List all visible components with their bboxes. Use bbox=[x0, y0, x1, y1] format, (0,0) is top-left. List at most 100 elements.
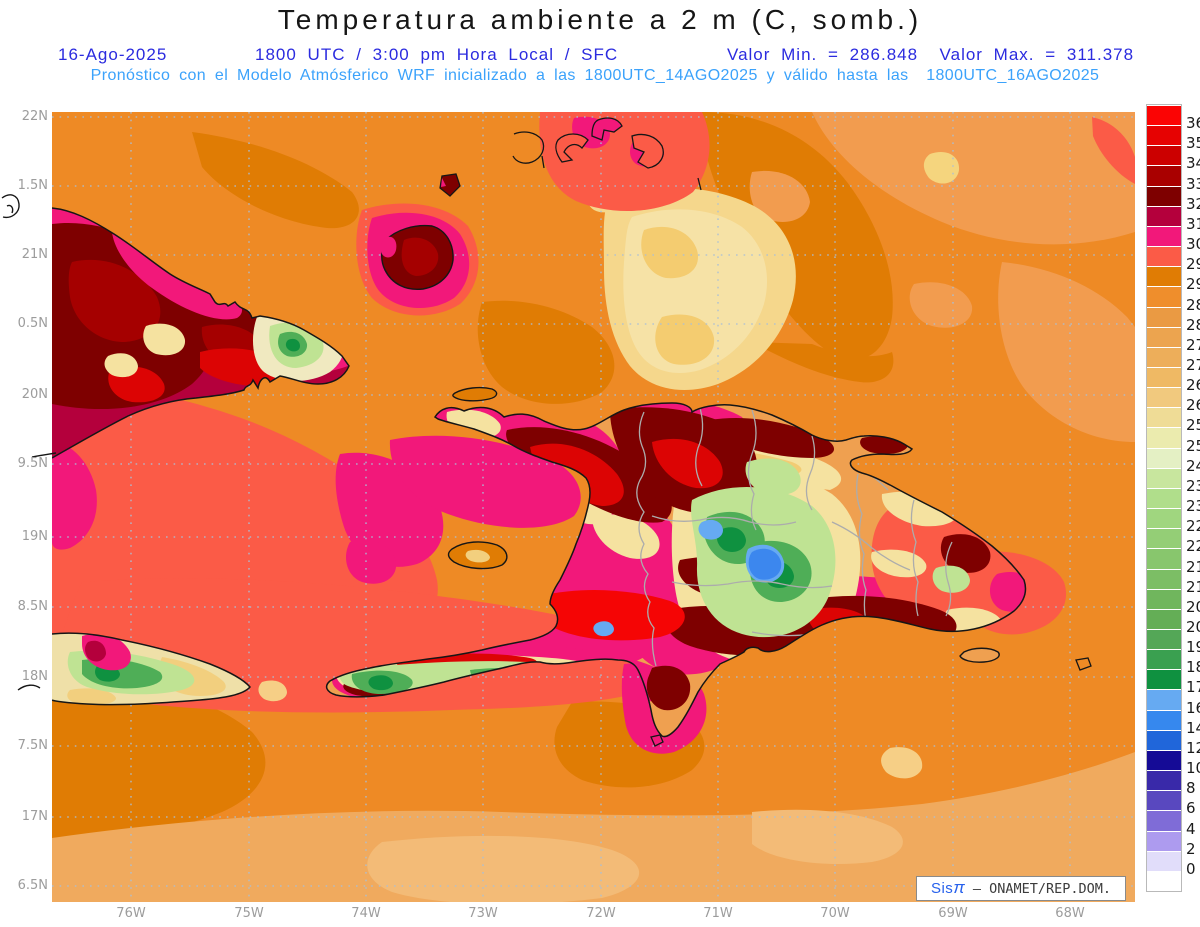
colorbar-cell bbox=[1147, 185, 1181, 206]
lat-axis-label: 9.5N bbox=[17, 456, 48, 471]
colorbar-label: 32 bbox=[1186, 194, 1200, 213]
colorbar-cell bbox=[1147, 770, 1181, 791]
lon-axis-label: 73W bbox=[468, 906, 498, 921]
colorbar-label: 28.5 bbox=[1186, 295, 1200, 314]
colorbar-label: 29 bbox=[1186, 275, 1200, 294]
colorbar-cell bbox=[1147, 165, 1181, 186]
colorbar-cell bbox=[1147, 608, 1181, 629]
colorbar-cell bbox=[1147, 105, 1181, 126]
colorbar-label: 23.5 bbox=[1186, 476, 1200, 495]
colorbar-cell bbox=[1147, 729, 1181, 750]
colorbar-cell bbox=[1147, 508, 1181, 529]
colorbar-cell bbox=[1147, 286, 1181, 307]
colorbar-label: 26.5 bbox=[1186, 376, 1200, 395]
colorbar-label: 20.5 bbox=[1186, 597, 1200, 616]
watermark-agency: – ONAMET/REP.DOM. bbox=[964, 881, 1112, 897]
colorbar-label: 23 bbox=[1186, 497, 1200, 516]
colorbar bbox=[1146, 104, 1182, 892]
colorbar-cell bbox=[1147, 125, 1181, 146]
beata-island bbox=[650, 734, 664, 747]
colorbar-cell bbox=[1147, 689, 1181, 710]
colorbar-label: 25.5 bbox=[1186, 416, 1200, 435]
colorbar-cell bbox=[1147, 407, 1181, 428]
colorbar-label: 30.7 bbox=[1186, 235, 1200, 254]
colorbar-label: 21 bbox=[1186, 577, 1200, 596]
colorbar-label: 18 bbox=[1186, 658, 1200, 677]
lat-axis-label: 18N bbox=[21, 669, 48, 684]
colorbar-cell bbox=[1147, 487, 1181, 509]
colorbar-cell bbox=[1147, 246, 1181, 267]
colorbar-label: 6 bbox=[1186, 799, 1196, 818]
forecast-time: 1800 UTC / 3:00 pm Hora Local / SFC bbox=[255, 45, 619, 64]
colorbar-cell bbox=[1147, 870, 1181, 891]
colorbar-cell bbox=[1147, 830, 1181, 851]
colorbar-label: 25 bbox=[1186, 436, 1200, 455]
colorbar-cell bbox=[1147, 588, 1181, 609]
lon-axis-label: 72W bbox=[586, 906, 616, 921]
watermark-pi-icon: π bbox=[953, 878, 965, 897]
lat-axis-label: 17N bbox=[21, 809, 48, 824]
hispaniola-coastline bbox=[325, 402, 1027, 738]
colorbar-cell bbox=[1147, 145, 1181, 166]
cuba-coastline bbox=[52, 207, 350, 459]
gonave-island bbox=[447, 541, 508, 570]
mona-island bbox=[1075, 657, 1092, 671]
colorbar-cell bbox=[1147, 810, 1181, 831]
lon-axis-label: 76W bbox=[116, 906, 146, 921]
little-inagua-island bbox=[439, 173, 461, 197]
colorbar-label: 12 bbox=[1186, 738, 1200, 757]
colorbar-label: 36 bbox=[1186, 114, 1200, 133]
colorbar-label: 10 bbox=[1186, 759, 1200, 778]
colorbar-cell bbox=[1147, 850, 1181, 871]
colorbar-label: 20 bbox=[1186, 618, 1200, 636]
watermark: Sisπ – ONAMET/REP.DOM. bbox=[916, 876, 1126, 901]
lat-axis-label: 0.5N bbox=[17, 316, 48, 331]
lat-axis-label: 21N bbox=[21, 247, 48, 262]
colorbar-cell bbox=[1147, 709, 1181, 730]
colorbar-cell bbox=[1147, 629, 1181, 650]
colorbar-label: 4 bbox=[1186, 819, 1196, 838]
colorbar-cell bbox=[1147, 467, 1181, 488]
colorbar-cell bbox=[1147, 306, 1181, 327]
colorbar-cell bbox=[1147, 548, 1181, 569]
colorbar-label: 27 bbox=[1186, 356, 1200, 374]
temperature-map bbox=[1, 112, 1135, 902]
colorbar-cell bbox=[1147, 749, 1181, 771]
colorbar-label: 24 bbox=[1186, 456, 1200, 475]
model-init-line: Pronóstico con el Modelo Atmósferico WRF… bbox=[90, 67, 1100, 84]
page-title: Temperatura ambiente a 2 m (C, somb.) bbox=[277, 4, 923, 35]
lat-axis-label: 20N bbox=[21, 387, 48, 402]
colorbar-label: 22 bbox=[1186, 537, 1200, 556]
colorbar-label: 19 bbox=[1186, 638, 1200, 657]
min-max-values: Valor Min. = 286.848 Valor Max. = 311.37… bbox=[727, 45, 1135, 64]
saona-island bbox=[959, 647, 1000, 663]
colorbar-label: 0 bbox=[1186, 859, 1196, 878]
colorbar-label: 27.5 bbox=[1186, 335, 1200, 354]
colorbar-label: 16 bbox=[1186, 698, 1200, 717]
lon-axis-label: 68W bbox=[1055, 906, 1085, 921]
colorbar-cell bbox=[1147, 387, 1181, 408]
lon-axis-label: 75W bbox=[234, 906, 264, 921]
colorbar-label: 35 bbox=[1186, 134, 1200, 153]
colorbar-cell bbox=[1147, 266, 1181, 287]
lat-axis-label: 6.5N bbox=[17, 878, 48, 893]
sea-spot bbox=[258, 680, 287, 702]
colorbar-label: 17 bbox=[1186, 678, 1200, 697]
colorbar-cell bbox=[1147, 225, 1181, 247]
colorbar-cell bbox=[1147, 346, 1181, 367]
colorbar-label: 2 bbox=[1186, 839, 1196, 858]
jamaica-coastline bbox=[52, 632, 251, 706]
great-inagua-island bbox=[380, 224, 454, 291]
margin-coastline-marks bbox=[1, 194, 57, 691]
lat-axis-label: 19N bbox=[21, 529, 48, 544]
colorbar-cell bbox=[1147, 205, 1181, 226]
colorbar-label: 14 bbox=[1186, 718, 1200, 737]
colorbar-label: 26 bbox=[1186, 396, 1200, 415]
watermark-sis: Sis bbox=[930, 880, 954, 897]
colorbar-label: 22.5 bbox=[1186, 517, 1200, 536]
forecast-date: 16-Ago-2025 bbox=[58, 45, 168, 64]
lat-axis-label: 22N bbox=[21, 109, 48, 124]
lon-axis-label: 71W bbox=[703, 906, 733, 921]
lat-axis-label: 7.5N bbox=[17, 738, 48, 753]
